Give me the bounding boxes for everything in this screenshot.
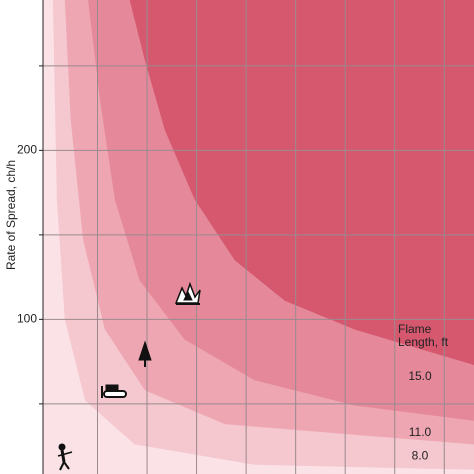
contour-label: 11.0	[409, 425, 432, 439]
legend-title: Flame Length, ft	[398, 322, 449, 349]
tree-icon	[138, 340, 152, 367]
y-tick-label: 200	[17, 143, 37, 157]
y-axis-title: Rate of Spread, ch/h	[4, 160, 18, 270]
y-tick-label: 100	[17, 312, 37, 326]
contour-label: 8.0	[412, 449, 429, 463]
contour-label: 15.0	[408, 369, 432, 383]
flame-length-region	[129, 0, 474, 366]
firefighter-icon	[57, 443, 73, 471]
crown-fire-icon	[174, 281, 201, 305]
dozer-icon	[101, 384, 127, 398]
